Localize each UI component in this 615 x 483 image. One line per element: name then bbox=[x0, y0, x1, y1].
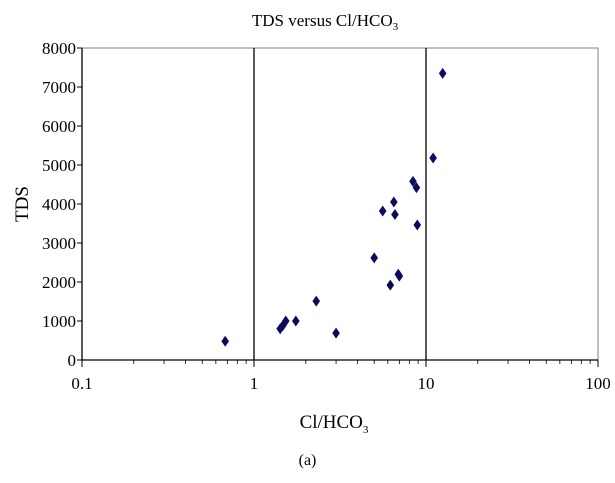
chart-title: TDS versus Cl/HCO3 bbox=[252, 11, 399, 33]
y-tick-label-7000: 7000 bbox=[42, 78, 76, 97]
x-axis-label: Cl/HCO3 bbox=[300, 412, 369, 436]
x-tick-label-100: 100 bbox=[585, 374, 611, 393]
plot-frame bbox=[81, 47, 599, 361]
y-tick-label-6000: 6000 bbox=[42, 117, 76, 136]
y-tick-label-8000: 8000 bbox=[42, 39, 76, 58]
data-point-15 bbox=[409, 175, 417, 187]
y-tick-label-3000: 3000 bbox=[42, 234, 76, 253]
data-point-5 bbox=[292, 315, 300, 327]
y-tick-label-0: 0 bbox=[68, 351, 77, 370]
y-tick-label-2000: 2000 bbox=[42, 273, 76, 292]
plot-area: 0 1000 2000 3000 4000 5000 6000 7000 8000 0.1 1 10 1… bbox=[42, 39, 611, 393]
y-tick-label-4000: 4000 bbox=[42, 195, 76, 214]
data-point-14 bbox=[395, 270, 404, 282]
data-point-7 bbox=[332, 327, 340, 339]
data-point-16 bbox=[412, 182, 421, 194]
y-tick-label-5000: 5000 bbox=[42, 156, 76, 175]
y-axis-label: TDS bbox=[12, 186, 33, 222]
data-point-8 bbox=[370, 252, 379, 264]
data-point-11 bbox=[390, 196, 398, 208]
data-point-19 bbox=[438, 67, 447, 79]
data-point-10 bbox=[386, 279, 395, 291]
x-tick-label-10: 10 bbox=[418, 374, 435, 393]
data-point-17 bbox=[413, 219, 422, 231]
data-point-18 bbox=[429, 152, 437, 164]
scatter-chart: TDS versus Cl/HCO3 0 1000 2000 3000 4000 5000… bbox=[12, 11, 611, 436]
data-point-6 bbox=[312, 295, 321, 307]
x-tick-label-0.1: 0.1 bbox=[71, 374, 92, 393]
data-point-4 bbox=[281, 315, 290, 327]
figure-caption: (a) bbox=[298, 452, 317, 469]
data-point-9 bbox=[378, 205, 387, 217]
data-point-12 bbox=[391, 209, 399, 221]
x-tick-label-1: 1 bbox=[250, 374, 259, 393]
y-tick-label-1000: 1000 bbox=[42, 312, 76, 331]
data-point-1 bbox=[221, 335, 229, 347]
